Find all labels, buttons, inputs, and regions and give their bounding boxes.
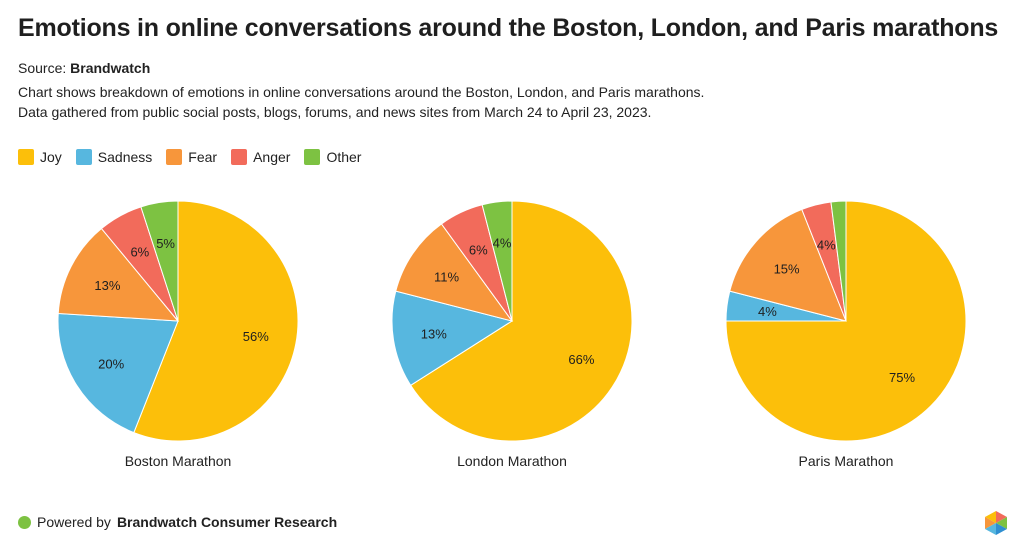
source-line: Source: Brandwatch: [18, 60, 150, 76]
legend-item-sadness: Sadness: [75, 149, 153, 165]
footer-prefix: Powered by: [37, 514, 111, 530]
legend-swatch: [304, 149, 321, 165]
pie-slice-joy: [409, 200, 633, 442]
legend-swatch: [75, 149, 92, 165]
data-label-fear: 15%: [774, 262, 800, 277]
data-label-other: 4%: [493, 235, 512, 250]
chart-title: Emotions in online conversations around …: [18, 14, 999, 42]
pie-slice-sadness: [57, 312, 179, 434]
pie-slice-joy: [133, 200, 299, 442]
pie-boston-marathon: 56% 20% 13% 6% 5% Boston Marathon: [57, 200, 299, 469]
data-label-anger: 6%: [130, 245, 149, 260]
pie-slice-other: [140, 200, 179, 322]
legend-item-anger: Anger: [231, 149, 290, 165]
pie-caption: Paris Marathon: [799, 453, 894, 469]
pie-slice-joy: [725, 200, 967, 442]
source-name: Brandwatch: [70, 60, 151, 76]
legend: Joy Sadness Fear Anger Other: [18, 149, 361, 165]
source-label: Source:: [18, 60, 67, 76]
legend-label: Sadness: [97, 149, 153, 165]
legend-label: Anger: [253, 149, 291, 165]
legend-label: Other: [326, 149, 362, 165]
legend-item-fear: Fear: [166, 149, 217, 165]
data-label-joy: 75%: [889, 370, 915, 385]
pie-slice-fear: [57, 227, 180, 322]
legend-label: Joy: [40, 149, 62, 165]
description-line-2: Data gathered from public social posts, …: [18, 104, 652, 120]
legend-item-other: Other: [304, 149, 361, 165]
pie-caption: Boston Marathon: [125, 453, 232, 469]
pie-slice-other: [830, 200, 847, 322]
legend-swatch: [18, 149, 34, 165]
data-label-other: 5%: [156, 236, 175, 251]
data-label-fear: 11%: [434, 269, 459, 284]
pie-slice-fear: [395, 223, 514, 322]
footer-brand: Brandwatch Consumer Research: [116, 514, 338, 530]
pie-london-marathon: 66% 13% 11% 6% 4% London Marathon: [391, 200, 633, 469]
chart-description: Chart shows breakdown of emotions in onl…: [18, 82, 704, 122]
legend-swatch: [166, 149, 183, 165]
brandwatch-hexagon-icon: [985, 511, 1007, 535]
data-label-anger: 6%: [469, 242, 488, 257]
pie-slice-fear: [729, 208, 847, 322]
data-label-joy: 56%: [243, 329, 269, 344]
data-label-sadness: 20%: [98, 356, 124, 371]
description-line-1: Chart shows breakdown of emotions in onl…: [18, 84, 705, 100]
data-label-sadness: 4%: [758, 304, 777, 319]
pie-paris-marathon: 75% 4% 15% 4% Paris Marathon: [725, 200, 967, 469]
pie-slice-sadness: [391, 290, 514, 386]
pie-slice-other: [481, 200, 513, 322]
data-label-joy: 66%: [568, 352, 594, 367]
data-label-fear: 13%: [94, 278, 120, 293]
data-label-anger: 4%: [817, 237, 836, 252]
legend-item-joy: Joy: [18, 149, 62, 165]
pie-caption: London Marathon: [457, 453, 567, 469]
data-label-sadness: 13%: [421, 326, 447, 341]
legend-label: Fear: [188, 149, 218, 165]
footer: Powered by Brandwatch Consumer Research: [18, 514, 337, 530]
legend-swatch: [231, 149, 248, 165]
brand-dot-icon: [18, 515, 31, 529]
